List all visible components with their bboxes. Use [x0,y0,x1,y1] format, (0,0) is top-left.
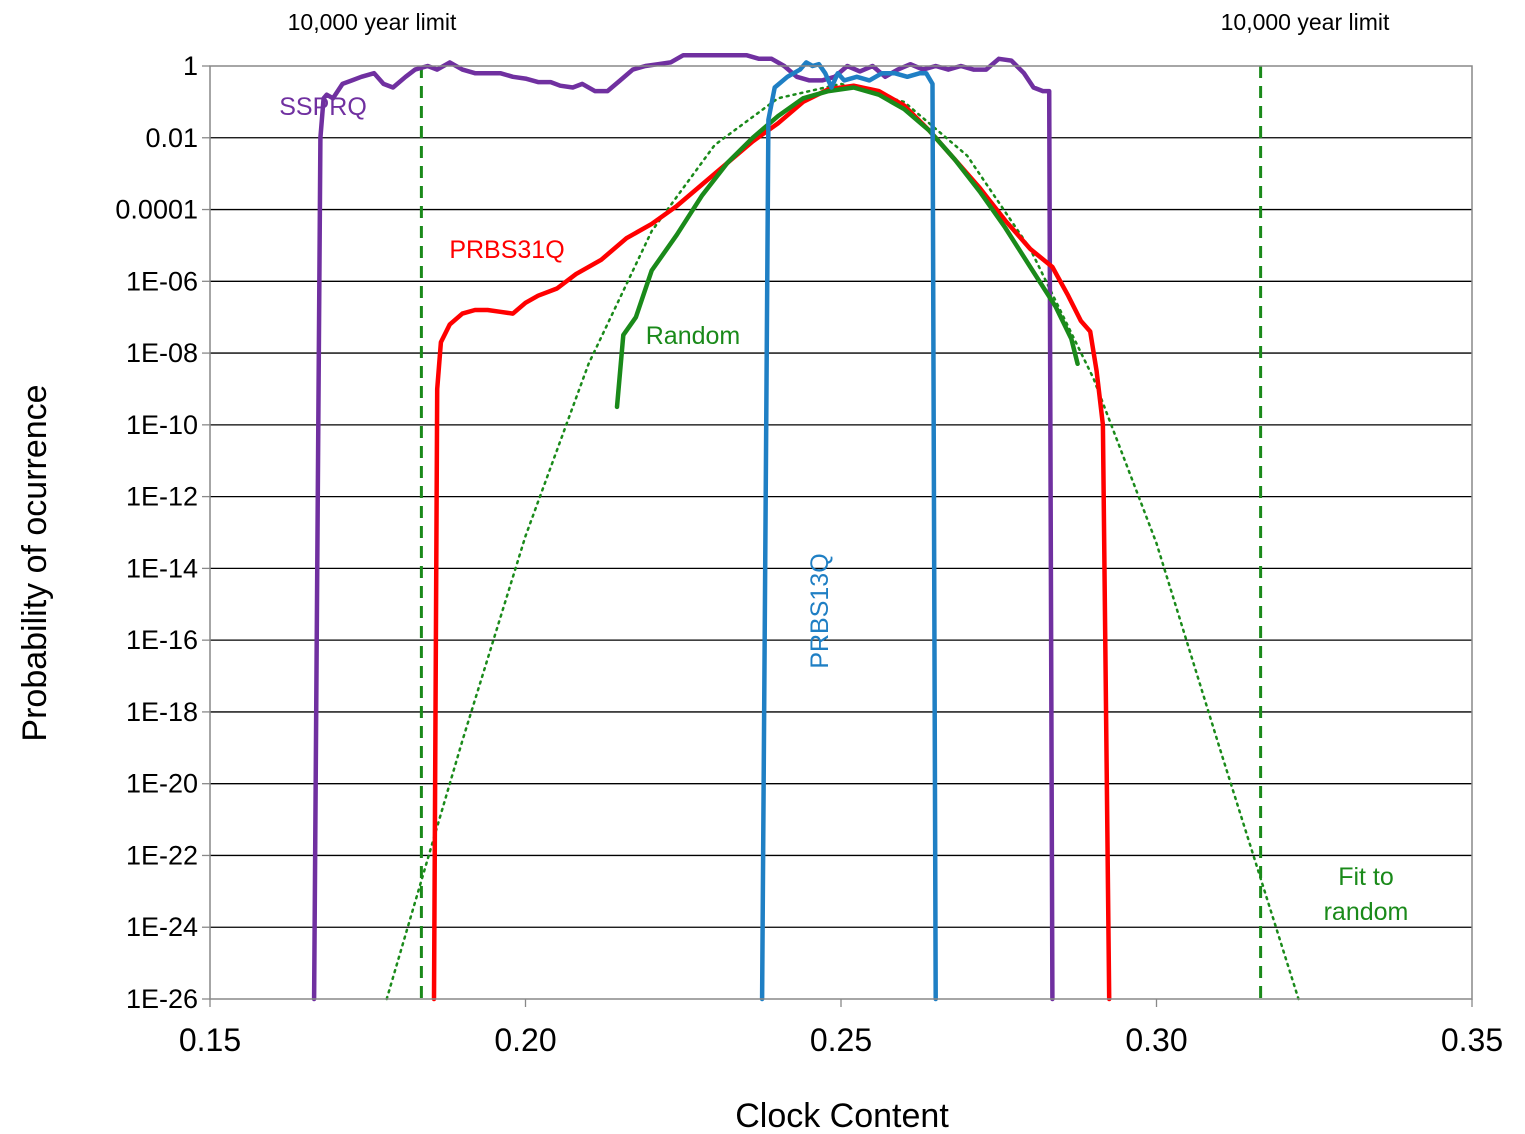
annotation-ssprq: SSPRQ [279,93,367,121]
x-tick-label: 0.20 [494,1022,556,1058]
y-tick-label: 1E-12 [126,482,198,512]
x-axis-label: Clock Content [735,1097,949,1134]
y-tick-label: 1E-16 [126,625,198,655]
y-tick-labels: 1 0.01 0.0001 1E-06 1E-08 1E-10 1E-12 1E-14 1E-1… [115,51,210,1014]
y-tick-label: 0.0001 [115,195,198,225]
y-tick-label: 0.01 [145,123,198,153]
annotation-random: Random [646,322,741,350]
x-tick-label: 0.30 [1125,1022,1187,1058]
x-tick-label: 0.15 [179,1022,241,1058]
annotation-fit-to: Fit to [1338,863,1394,891]
x-tick-labels: 0.15 0.20 0.25 0.30 0.35 [179,999,1503,1058]
y-tick-label: 1E-26 [126,984,198,1014]
y-tick-label: 1E-08 [126,338,198,368]
y-tick-label: 1E-20 [126,769,198,799]
top-right-limit-label: 10,000 year limit [1221,9,1390,35]
y-axis-label: Probability of ocurrence [16,384,54,741]
y-tick-label: 1 [183,51,198,81]
plot-area [210,66,1472,999]
series-line-fit-to-random [385,82,1300,1001]
x-tick-label: 0.25 [810,1022,872,1058]
top-left-limit-label: 10,000 year limit [288,9,457,35]
y-tick-label: 1E-10 [126,410,198,440]
y-tick-label: 1E-14 [126,553,198,583]
annotation-random-fit: random [1324,898,1409,926]
limit-lines [419,66,1263,999]
annotation-prbs13q: PRBS13Q [806,553,834,668]
annotation-prbs31q: PRBS31Q [449,236,564,264]
series-line-random [614,85,1080,410]
x-tick-label: 0.35 [1441,1022,1503,1058]
y-tick-label: 1E-18 [126,697,198,727]
series-line-prbs13q [759,60,938,1002]
y-tick-label: 1E-06 [126,266,198,296]
y-tick-label: 1E-24 [126,912,198,942]
y-tick-label: 1E-22 [126,840,198,870]
